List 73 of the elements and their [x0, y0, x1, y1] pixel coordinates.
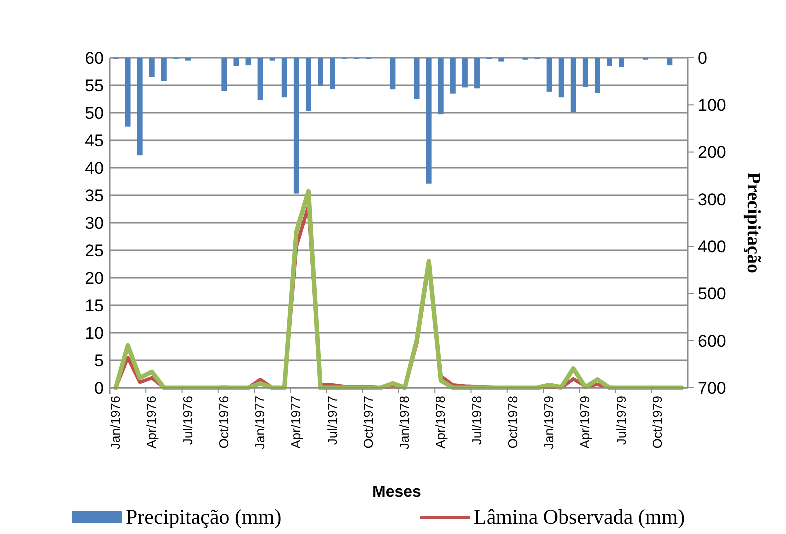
x-tick-label: Jan/1977: [252, 396, 268, 450]
bar: [149, 58, 155, 78]
bar: [558, 58, 564, 98]
y-tick-label: 20: [85, 268, 104, 288]
bar: [270, 58, 276, 61]
bar: [390, 58, 396, 90]
x-axis-title: Meses: [372, 484, 422, 501]
x-tick-label: Apr/1978: [433, 396, 448, 449]
bar: [438, 58, 444, 115]
bar: [570, 58, 576, 112]
y-tick-label: 5: [94, 351, 104, 370]
bar: [619, 58, 624, 68]
bar: [546, 58, 552, 92]
bar: [582, 58, 588, 88]
x-tick-label: Oct/1978: [505, 396, 520, 449]
x-tick-label: Apr/1977: [288, 396, 304, 449]
bar: [667, 58, 673, 66]
x-tick-label: Oct/1977: [360, 396, 376, 449]
y2-tick-label: 0: [698, 48, 708, 68]
bar: [474, 58, 480, 89]
bar: [161, 58, 167, 82]
bar: [186, 58, 191, 61]
bar: [306, 58, 312, 112]
x-tick-label: Jul/1977: [324, 396, 340, 446]
x-tick-label: Apr/1976: [144, 396, 160, 449]
bar: [426, 58, 432, 184]
y-tick-label: 55: [85, 76, 104, 96]
bar: [258, 58, 264, 100]
bar: [414, 58, 420, 100]
x-tick-label: Oct/1976: [216, 396, 232, 449]
y2-tick-label: 400: [698, 238, 726, 257]
y-tick-label: 10: [85, 324, 104, 343]
y-tick-label: 45: [85, 131, 104, 150]
bar: [607, 58, 612, 66]
bar: [318, 58, 324, 86]
bar: [450, 58, 456, 94]
y-tick-label: 30: [85, 214, 104, 233]
x-tick-label: Apr/1979: [578, 396, 593, 449]
y2-tick-label: 700: [698, 378, 726, 398]
x-tick-label: Jan/1979: [542, 396, 557, 450]
bar: [137, 58, 143, 156]
x-tick-label: Jul/1976: [180, 396, 196, 446]
y2-tick-label: 600: [698, 332, 726, 351]
bar: [222, 58, 228, 91]
bar: [462, 58, 468, 88]
bar: [498, 58, 504, 62]
y-tick-label: 0: [94, 378, 104, 398]
x-tick-label: Oct/1979: [650, 396, 665, 449]
x-tick-label: Jan/1976: [108, 396, 124, 450]
legend-label: Lâmina Observada (mm): [474, 505, 686, 529]
legend-label: Precipitação (mm): [126, 505, 282, 529]
bar: [282, 58, 288, 98]
y-tick-label: 35: [85, 186, 104, 206]
bar: [246, 58, 252, 66]
y2-tick-label: 100: [698, 96, 726, 116]
y2-tick-label: 500: [698, 284, 726, 304]
x-tick-label: Jul/1979: [614, 396, 629, 446]
bar: [294, 58, 300, 194]
y-tick-label: 40: [85, 158, 104, 178]
y-tick-label: 60: [85, 48, 104, 68]
line-series: [114, 189, 684, 390]
x-tick-label: Jan/1978: [397, 396, 412, 450]
bar: [125, 58, 131, 127]
bar: [234, 58, 240, 66]
y-tick-label: 25: [85, 241, 104, 260]
y-tick-label: 15: [85, 296, 104, 316]
x-tick-label: Jul/1978: [469, 396, 484, 446]
y2-tick-label: 200: [698, 143, 726, 162]
bar: [330, 58, 336, 90]
y2-axis-title: Precipitação: [743, 172, 764, 274]
y2-tick-label: 300: [698, 190, 726, 210]
y-tick-label: 50: [85, 104, 104, 123]
bar: [594, 58, 600, 94]
